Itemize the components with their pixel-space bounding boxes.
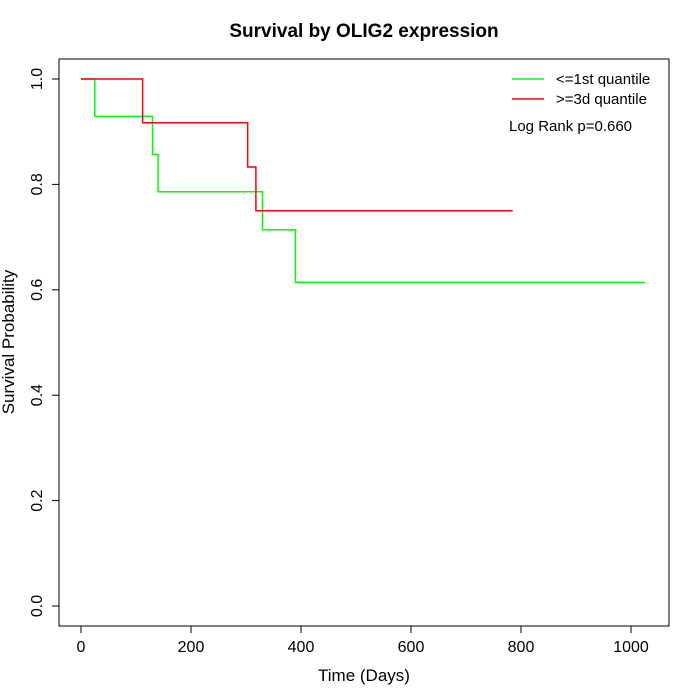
survival-curve-1 — [81, 78, 645, 284]
legend-label: >=3d quantile — [556, 91, 647, 108]
survival-curve-2 — [81, 78, 513, 212]
x-axis: 0 200 400 600 800 1000 — [77, 625, 649, 656]
series-layer — [81, 78, 645, 284]
x-tick-label: 1000 — [613, 639, 649, 656]
x-tick-label: 800 — [508, 639, 535, 656]
legend: <=1st quantile >=3d quantile — [512, 71, 650, 108]
x-tick-label: 600 — [398, 639, 425, 656]
plot-frame — [58, 58, 670, 627]
y-axis: 0.0 0.2 0.4 0.6 0.8 1.0 — [29, 68, 60, 617]
y-tick-label: 1.0 — [29, 68, 46, 90]
chart-title: Survival by OLIG2 expression — [229, 21, 498, 42]
y-tick-label: 0.4 — [29, 384, 46, 406]
log-rank-annotation: Log Rank p=0.660 — [509, 118, 632, 135]
y-tick-label: 0.2 — [29, 489, 46, 511]
y-tick-label: 0.8 — [29, 173, 46, 195]
y-tick-label: 0.6 — [29, 279, 46, 301]
x-axis-label: Time (Days) — [318, 666, 410, 685]
y-axis-label: Survival Probability — [0, 269, 18, 414]
x-tick-label: 400 — [288, 639, 315, 656]
y-tick-label: 0.0 — [29, 595, 46, 617]
x-tick-label: 0 — [77, 639, 86, 656]
x-tick-label: 200 — [178, 639, 205, 656]
legend-label: <=1st quantile — [556, 71, 650, 88]
